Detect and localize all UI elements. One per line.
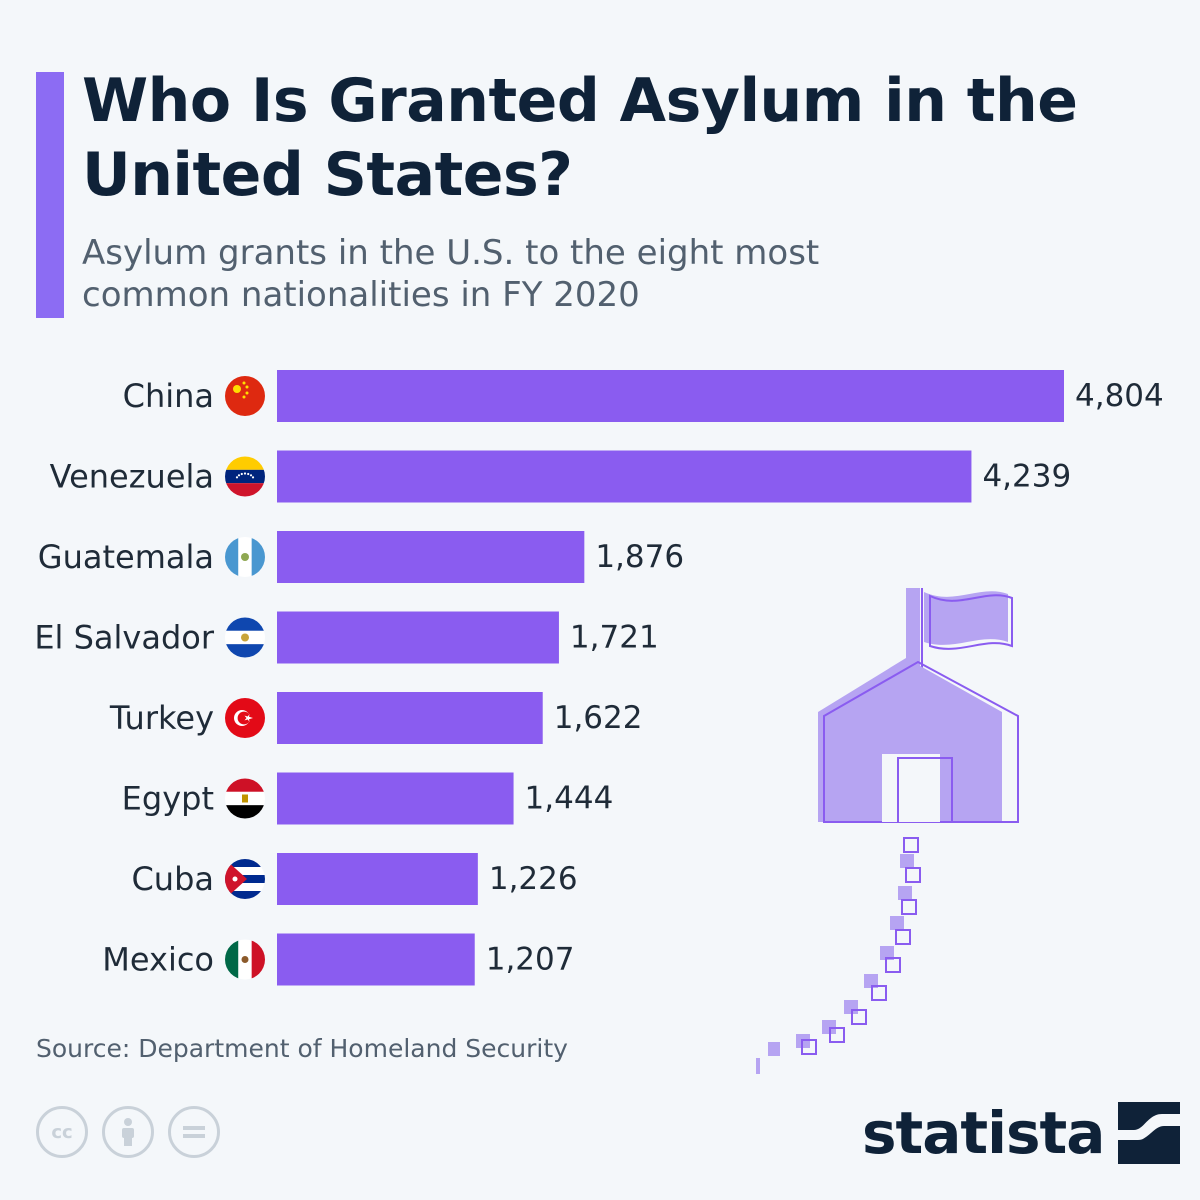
cuba-flag-icon xyxy=(225,859,265,899)
source-note: Source: Department of Homeland Security xyxy=(36,1034,568,1063)
venezuela-flag-icon xyxy=(225,456,265,497)
cc-icon[interactable]: cc xyxy=(36,1106,88,1158)
house-flag-illustration xyxy=(756,588,1019,1074)
china-flag-icon xyxy=(225,376,265,416)
logo-text: statista xyxy=(862,1099,1105,1167)
bar-row-china: China 4,804 xyxy=(123,370,1164,422)
bar xyxy=(277,933,475,986)
bar-row-turkey: Turkey 1,622 xyxy=(109,692,643,744)
bar xyxy=(277,692,543,744)
no-derivatives-icon[interactable] xyxy=(168,1106,220,1158)
bar-row-venezuela: Venezuela 4,239 xyxy=(50,450,1071,503)
value-label: 1,444 xyxy=(525,781,614,817)
bar xyxy=(277,370,1064,422)
value-label: 1,622 xyxy=(554,700,643,736)
license-icons: cc xyxy=(36,1106,220,1158)
value-label: 1,226 xyxy=(489,861,578,897)
bar xyxy=(277,531,585,583)
mexico-flag-icon xyxy=(225,939,265,980)
egypt-flag-icon xyxy=(225,778,265,819)
category-label: China xyxy=(123,377,214,415)
value-label: 1,876 xyxy=(595,539,684,575)
category-label: Venezuela xyxy=(50,458,214,496)
category-label: El Salvador xyxy=(34,619,215,657)
bar-row-mexico: Mexico 1,207 xyxy=(102,933,575,986)
bar xyxy=(277,450,972,503)
page-subtitle: Asylum grants in the U.S. to the eight m… xyxy=(82,233,820,315)
statista-logo: statista xyxy=(862,1098,1181,1168)
turkey-flag-icon xyxy=(225,698,265,738)
category-label: Guatemala xyxy=(38,538,214,576)
bar xyxy=(277,611,559,664)
bar xyxy=(277,772,514,825)
category-label: Turkey xyxy=(109,699,214,737)
logo-mark-icon xyxy=(1118,1102,1181,1164)
value-label: 1,721 xyxy=(570,620,659,656)
bar xyxy=(277,853,478,905)
el-salvador-flag-icon xyxy=(225,617,265,658)
bar-row-cuba: Cuba 1,226 xyxy=(131,853,578,905)
value-label: 4,239 xyxy=(982,459,1071,495)
value-label: 4,804 xyxy=(1075,378,1164,414)
bar-row-guatemala: Guatemala 1,876 xyxy=(38,531,684,583)
bar-row-egypt: Egypt 1,444 xyxy=(122,772,614,825)
page-title: Who Is Granted Asylum in the United Stat… xyxy=(82,66,1078,210)
attribution-icon[interactable] xyxy=(102,1106,154,1158)
bar-row-el-salvador: El Salvador 1,721 xyxy=(34,611,659,664)
accent-bar xyxy=(36,72,64,318)
category-label: Mexico xyxy=(102,941,214,979)
category-label: Egypt xyxy=(122,780,214,818)
value-label: 1,207 xyxy=(486,942,575,978)
category-label: Cuba xyxy=(131,860,214,898)
bar-chart: China 4,804 Venezuela 4,239 Guatemala 1,876 El… xyxy=(34,370,1164,986)
guatemala-flag-icon xyxy=(225,537,265,577)
